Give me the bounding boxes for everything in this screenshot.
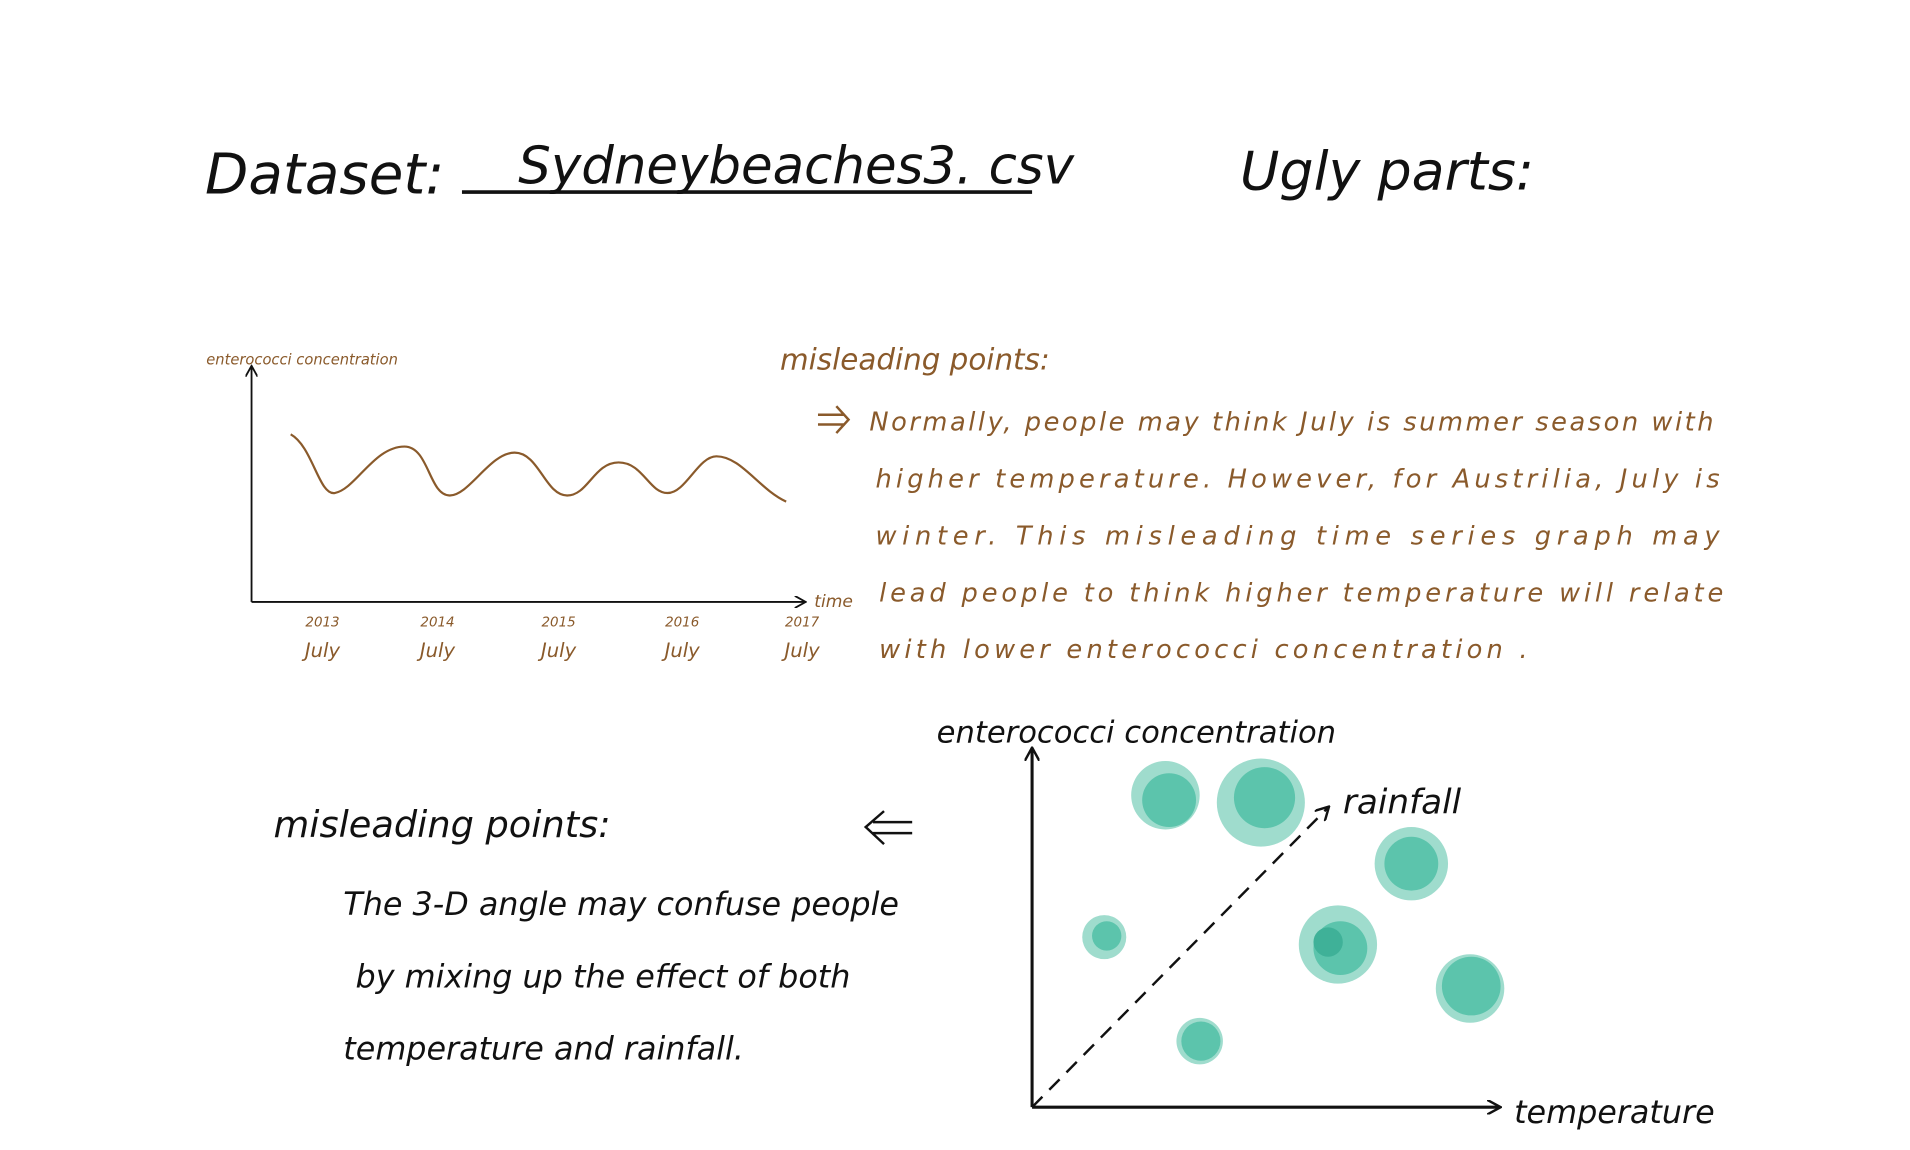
depth-axis [1031, 807, 1328, 1109]
tick-month: July [416, 639, 456, 662]
tick-month: July [661, 639, 701, 662]
note-line: Normally, people may think July is summe… [869, 408, 1713, 438]
note-line: higher temperature. However, for Austril… [875, 465, 1719, 495]
x-axis-label: temperature [1514, 1094, 1715, 1131]
bubble-inner [1233, 767, 1296, 829]
note-line: by mixing up the effect of both [356, 958, 851, 995]
bubbles [1082, 758, 1505, 1065]
tick-month: July [301, 639, 341, 662]
tick-year: 2013 [305, 615, 339, 630]
bubble-inner [1142, 773, 1197, 828]
line-sketch: enterococci concentration time 2013 July 2… [206, 352, 853, 662]
x-axis-label: time [814, 592, 853, 612]
dataset-label: Dataset: [205, 142, 444, 207]
note-line: with lower enterococci concentration . [879, 635, 1527, 665]
tick-month: July [537, 639, 577, 662]
bubble-inner [1181, 1021, 1221, 1061]
note-heading: misleading points: [274, 803, 611, 846]
depth-axis-label: rainfall [1343, 783, 1462, 823]
bubble-sketch: enterococci concentration rainfall tempe… [937, 716, 1715, 1131]
right-arrow [817, 405, 851, 434]
bubble-inner [1384, 836, 1439, 891]
dataset-name: Sydneybeaches3. csv [518, 137, 1075, 197]
note-line: The 3-D angle may confuse people [343, 886, 899, 923]
note-heading: misleading points: [780, 342, 1050, 376]
bubble-inner [1092, 921, 1122, 951]
tick-year: 2014 [420, 615, 454, 630]
tick-month: July [780, 639, 820, 662]
bubble-inner [1441, 956, 1501, 1016]
y-axis-label: enterococci concentration [937, 716, 1336, 751]
note-line: temperature and rainfall. [343, 1030, 744, 1067]
tick-year: 2017 [785, 615, 820, 630]
bubble-core [1313, 927, 1343, 957]
tick-year: 2015 [542, 615, 576, 630]
left-arrow [863, 810, 913, 846]
note-line: lead people to think higher temperature … [879, 578, 1723, 608]
trend-line [290, 433, 787, 503]
ugly-parts: Ugly parts: [1240, 140, 1534, 203]
y-axis-label: enterococci concentration [206, 352, 398, 369]
tick-year: 2016 [665, 615, 699, 630]
note-line: winter. This misleading time series grap… [875, 521, 1720, 551]
